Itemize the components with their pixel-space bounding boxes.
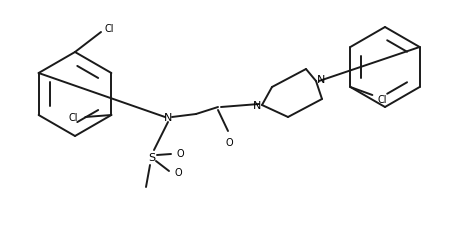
Text: O: O (174, 167, 182, 177)
Text: O: O (176, 148, 184, 158)
Text: N: N (164, 112, 172, 122)
Text: Cl: Cl (378, 94, 387, 105)
Text: O: O (225, 137, 233, 147)
Text: S: S (148, 152, 155, 162)
Text: Cl: Cl (69, 112, 78, 122)
Text: N: N (253, 101, 261, 110)
Text: Cl: Cl (104, 24, 114, 34)
Text: N: N (317, 75, 325, 85)
